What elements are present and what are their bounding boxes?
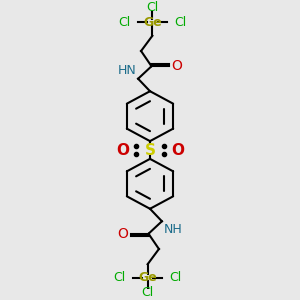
Text: Cl: Cl <box>142 286 154 299</box>
Text: NH: NH <box>164 223 182 236</box>
Text: S: S <box>145 142 155 158</box>
Text: Ge: Ge <box>138 271 157 284</box>
Text: O: O <box>117 227 128 241</box>
Text: Cl: Cl <box>169 271 182 284</box>
Text: O: O <box>171 142 184 158</box>
Text: Cl: Cl <box>118 16 131 29</box>
Text: O: O <box>172 59 183 73</box>
Text: Cl: Cl <box>114 271 126 284</box>
Text: O: O <box>116 142 129 158</box>
Text: Ge: Ge <box>143 16 162 29</box>
Text: Cl: Cl <box>146 1 158 14</box>
Text: HN: HN <box>118 64 136 77</box>
Text: Cl: Cl <box>174 16 186 29</box>
